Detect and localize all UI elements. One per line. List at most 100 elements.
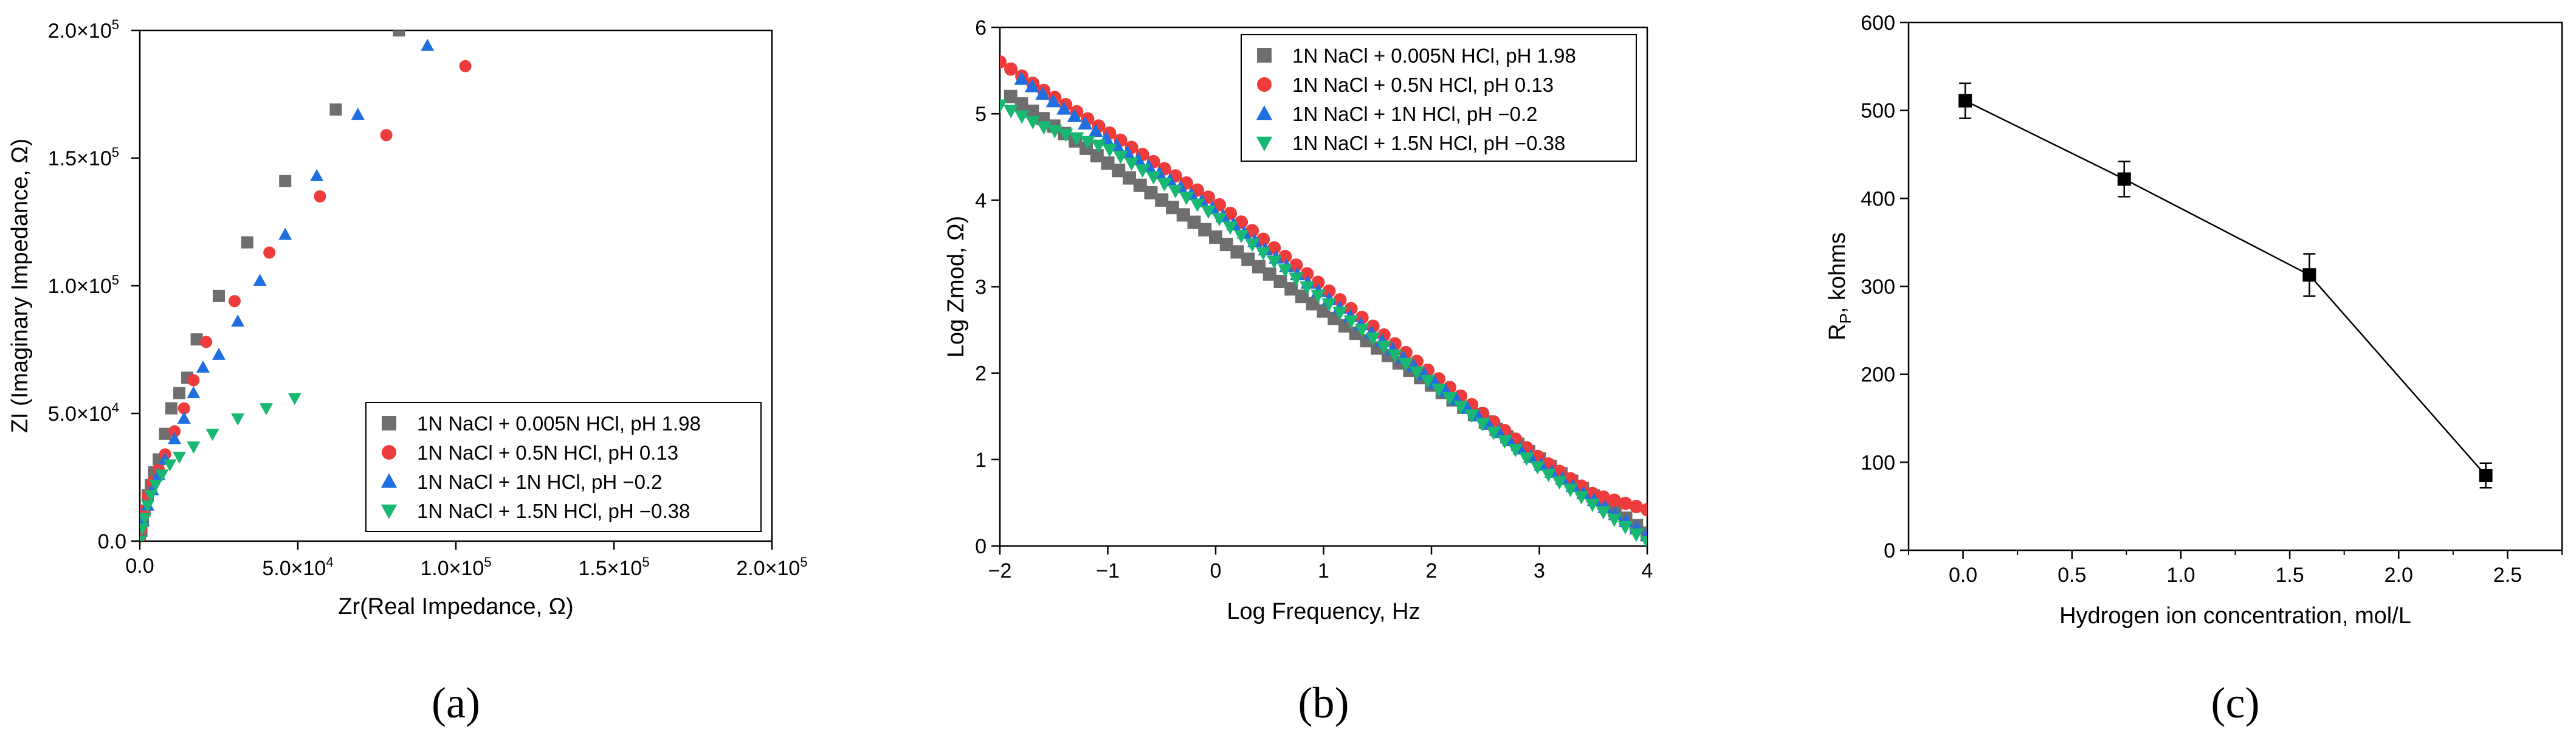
data-point <box>1431 383 1447 397</box>
y-tick-label: 1.5×105 <box>48 145 119 170</box>
data-point <box>279 175 292 187</box>
data-point <box>263 246 276 259</box>
data-point <box>149 480 162 492</box>
legend-label: 1N NaCl + 0.005N HCl, pH 1.98 <box>417 412 701 435</box>
data-point <box>1519 452 1534 466</box>
data-point <box>1069 132 1084 146</box>
data-point <box>1530 461 1545 475</box>
data-point <box>1000 55 1007 69</box>
y-tick-label: 400 <box>1861 187 1895 210</box>
plot-frame <box>1907 21 2563 551</box>
data-point <box>1574 491 1589 505</box>
legend: 1N NaCl + 0.005N HCl, pH 1.98 1N NaCl + 0… <box>1241 34 1637 162</box>
data-point <box>1541 468 1556 482</box>
data-point <box>1036 121 1052 135</box>
data-point <box>1124 157 1139 171</box>
y-tick-label: 0 <box>975 535 987 558</box>
data-point <box>173 387 185 399</box>
data-point <box>1267 255 1282 269</box>
x-tick-label: 1.5 <box>2275 564 2304 587</box>
x-tick-label: 2.0×105 <box>736 555 807 580</box>
data-point <box>187 385 201 398</box>
data-point <box>1091 139 1106 153</box>
data-point <box>2302 268 2316 282</box>
data-point <box>1344 302 1358 316</box>
data-point <box>393 30 405 36</box>
y-tick-label: 2 <box>975 362 987 385</box>
y-axis-title: ZI (Imaginary Impedance, Ω) <box>7 139 33 434</box>
data-point <box>1617 520 1633 534</box>
data-point <box>1241 252 1255 266</box>
panel-b-chart: −2 −1 0 1 2 3 4 0 1 2 3 4 5 6 Log Frequency, Hz Log Zmo… <box>943 16 1653 727</box>
data-point <box>1209 230 1222 244</box>
x-tick-exponent: 5 <box>484 555 491 570</box>
data-point <box>329 103 342 116</box>
data-point <box>165 402 177 415</box>
data-point <box>1278 264 1293 278</box>
x-tick-label: 1 <box>1318 559 1329 582</box>
data-point <box>1563 483 1578 497</box>
data-point <box>1317 304 1331 318</box>
data-point <box>168 432 182 444</box>
data-point <box>1176 208 1190 222</box>
data-point <box>1144 185 1158 199</box>
data-point <box>190 333 203 346</box>
data-point <box>1256 247 1271 261</box>
data-point <box>1045 94 1061 108</box>
y-tick-exponent: 5 <box>112 272 119 288</box>
legend-box <box>1241 34 1637 162</box>
data-point <box>1078 116 1093 130</box>
y-tick-label: 600 <box>1861 12 1895 35</box>
data-point <box>380 129 393 142</box>
data-point <box>2117 172 2131 186</box>
legend-label: 1N NaCl + 1.5N HCl, pH −0.38 <box>417 500 690 522</box>
data-point <box>1398 358 1413 372</box>
panel-label: (c) <box>2211 679 2260 727</box>
data-point <box>1166 201 1179 215</box>
legend-marker <box>1257 48 1272 63</box>
data-point <box>1486 426 1501 440</box>
data-point <box>1508 444 1523 458</box>
x-tick-exponent: 5 <box>800 555 807 570</box>
data-point <box>1024 78 1040 92</box>
y-tick-label: 1 <box>975 449 987 472</box>
data-point <box>1014 71 1029 85</box>
data-point <box>1146 171 1161 185</box>
y-tick-label: 200 <box>1861 364 1895 387</box>
data-point <box>1080 136 1095 150</box>
data-point <box>1289 272 1304 286</box>
data-point <box>1585 499 1600 513</box>
data-point <box>1262 267 1276 281</box>
data-point <box>1101 156 1115 170</box>
data-point <box>1211 213 1227 227</box>
legend: 1N NaCl + 0.005N HCl, pH 1.98 1N NaCl + 0… <box>365 402 762 532</box>
data-point <box>1219 238 1233 252</box>
data-point <box>1273 274 1287 288</box>
data-point <box>1230 245 1244 259</box>
y-tick-label: 0 <box>1884 539 1895 562</box>
data-point <box>1596 490 1610 504</box>
data-point <box>314 190 326 202</box>
series-line <box>1965 100 2487 476</box>
data-point <box>253 274 267 286</box>
data-point <box>1200 206 1216 219</box>
legend-marker <box>381 473 398 488</box>
data-point <box>1306 297 1320 311</box>
data-point <box>1343 315 1359 329</box>
data-point <box>168 425 181 438</box>
x-tick-label: 2 <box>1426 559 1438 582</box>
data-point <box>1596 506 1611 520</box>
data-point <box>212 347 226 360</box>
data-point <box>140 523 150 536</box>
x-axis-title: Zr(Real Impedance, Ω) <box>338 594 573 620</box>
legend-marker <box>382 416 396 430</box>
panel-label: (b) <box>1298 679 1349 727</box>
data-point <box>2479 469 2493 483</box>
y-tick-label: 0.0 <box>98 530 126 553</box>
data-point <box>187 441 201 454</box>
data-point <box>1133 178 1147 192</box>
data-point <box>278 227 292 240</box>
panel-a-chart: 0.0 5.0×104 1.0×105 1.5×105 2.0×105 0.0 5.0×10… <box>7 17 808 727</box>
series-3 <box>140 38 435 541</box>
